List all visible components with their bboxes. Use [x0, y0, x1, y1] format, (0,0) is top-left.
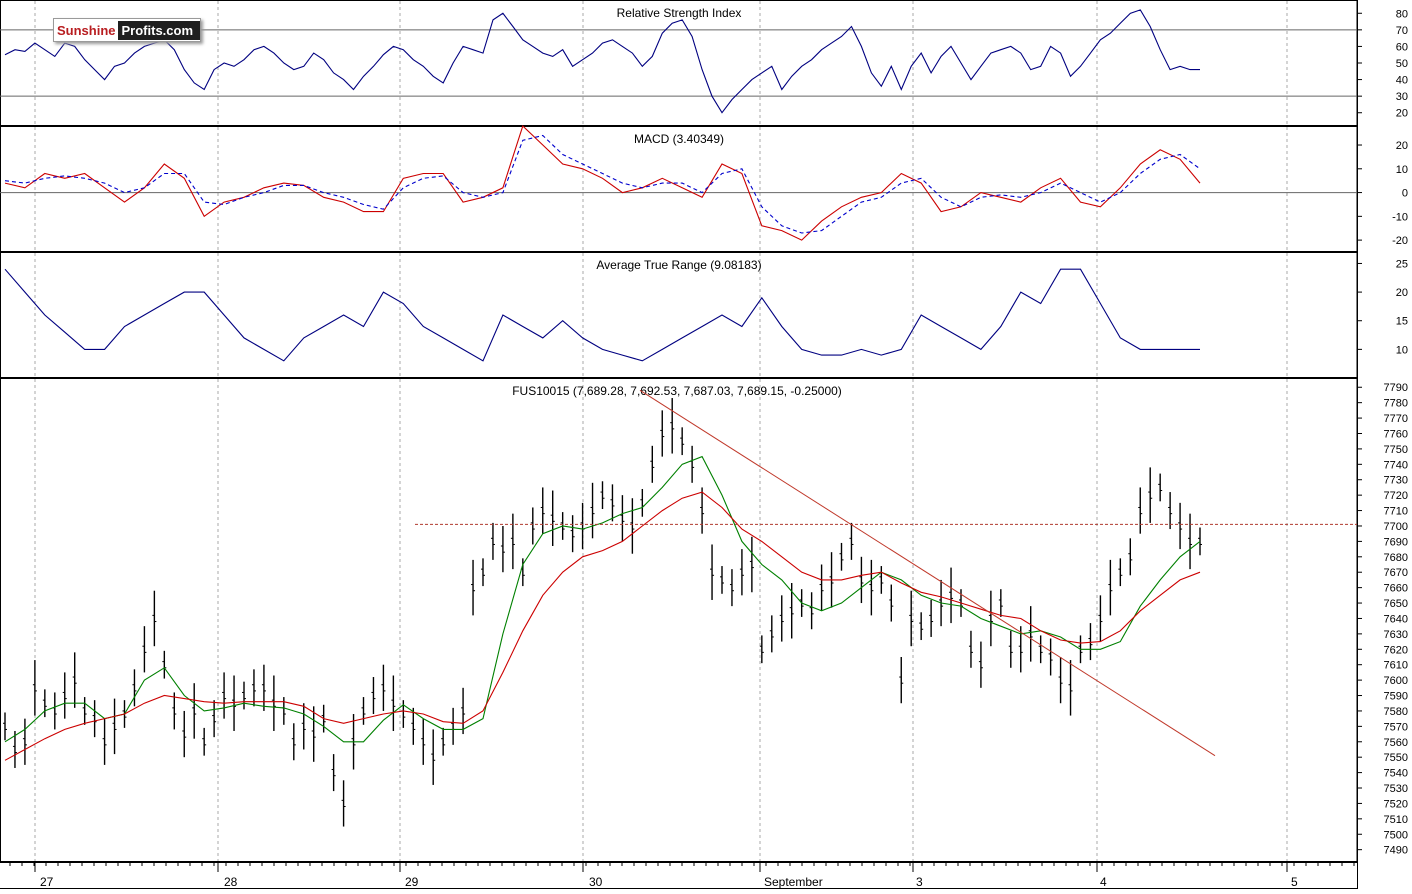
- y-tick-label: 7790: [1384, 382, 1408, 394]
- y-tick-label: 7640: [1384, 613, 1408, 625]
- y-tick-label: 7780: [1384, 398, 1408, 410]
- x-tick-label: 4: [1100, 875, 1107, 889]
- x-tick-label: 3: [916, 875, 923, 889]
- y-tick-label: 15: [1396, 316, 1408, 328]
- y-tick-label: 7510: [1384, 814, 1408, 826]
- series-line-signal: [4, 134, 1201, 234]
- panel-macd: -20 -10 0 10 20 MACD (3.40349): [0, 124, 1408, 252]
- y-tick-label: 7570: [1384, 721, 1408, 733]
- y-tick-label: 7590: [1384, 691, 1408, 703]
- y-tick-label: 0: [1402, 188, 1408, 200]
- y-tick-label: 50: [1396, 58, 1408, 70]
- y-tick-label: 7750: [1384, 444, 1408, 456]
- y-tick-label: 20: [1396, 108, 1408, 120]
- y-tick-label: 7490: [1384, 845, 1408, 857]
- series-line-macd: [4, 124, 1201, 241]
- y-tick-label: 10: [1396, 344, 1408, 356]
- y-tick-label: 7680: [1384, 552, 1408, 564]
- series-line-sma-slow: [4, 491, 1201, 761]
- panel-frame: [0, 378, 1358, 862]
- x-tick-label: September: [764, 875, 823, 889]
- y-tick-label: -20: [1392, 235, 1408, 247]
- sunshine-profits-logo[interactable]: Sunshine Profits.com: [53, 18, 201, 42]
- panel-price: 7490 7500 7510 7520 7530 7540 7550 7560 7570 7580…: [0, 378, 1408, 889]
- series-line-sma-fast: [4, 455, 1201, 743]
- y-tick-label: 20: [1396, 140, 1408, 152]
- y-tick-label: 30: [1396, 91, 1408, 103]
- panel-title: FUS10015 (7,689.28, 7,692.53, 7,687.03, …: [512, 384, 842, 398]
- y-tick-label: 7500: [1384, 829, 1408, 841]
- y-tick-label: 10: [1396, 164, 1408, 176]
- y-tick-label: 7600: [1384, 675, 1408, 687]
- x-tick-label: 30: [589, 875, 603, 889]
- panel-title: MACD (3.40349): [634, 132, 724, 146]
- series-line-rsi: [4, 9, 1200, 114]
- y-tick-label: 7650: [1384, 598, 1408, 610]
- y-tick-label: 7740: [1384, 459, 1408, 471]
- x-tick-label: 27: [40, 875, 54, 889]
- x-tick-label: 28: [224, 875, 238, 889]
- panel-atr: 10 15 20 25 Average True Range (9.08183): [0, 252, 1408, 378]
- y-tick-label: 7530: [1384, 783, 1408, 795]
- y-tick-label: 7720: [1384, 490, 1408, 502]
- y-tick-label: 7700: [1384, 521, 1408, 533]
- y-tick-label: 20: [1396, 287, 1408, 299]
- series-line-atr: [4, 268, 1200, 362]
- panel-title: Relative Strength Index: [617, 6, 742, 20]
- y-tick-label: -10: [1392, 211, 1408, 223]
- x-tick-label: 29: [405, 875, 419, 889]
- y-tick-label: 80: [1396, 8, 1408, 20]
- y-tick-label: 7580: [1384, 706, 1408, 718]
- y-tick-label: 7710: [1384, 506, 1408, 518]
- y-tick-label: 7520: [1384, 798, 1408, 810]
- y-tick-label: 7770: [1384, 413, 1408, 425]
- panel-title: Average True Range (9.08183): [596, 258, 761, 272]
- y-tick-label: 7760: [1384, 428, 1408, 440]
- y-tick-label: 60: [1396, 41, 1408, 53]
- declining-trendline: [639, 389, 1216, 757]
- y-tick-label: 40: [1396, 75, 1408, 87]
- y-tick-label: 25: [1396, 258, 1408, 270]
- y-tick-label: 7550: [1384, 752, 1408, 764]
- y-tick-label: 7630: [1384, 629, 1408, 641]
- y-tick-label: 7660: [1384, 583, 1408, 595]
- y-tick-label: 7690: [1384, 536, 1408, 548]
- logo-text-part2: Profits.com: [117, 20, 200, 40]
- y-tick-label: 7730: [1384, 475, 1408, 487]
- panel-rsi: 20 30 40 50 60 70 80 Relative Strength Index: [0, 0, 1408, 126]
- y-tick-label: 7560: [1384, 737, 1408, 749]
- y-tick-label: 7540: [1384, 768, 1408, 780]
- y-tick-label: 7620: [1384, 644, 1408, 656]
- x-tick-label: 5: [1291, 875, 1298, 889]
- logo-text-part1: Sunshine: [54, 22, 118, 38]
- y-tick-label: 70: [1396, 25, 1408, 37]
- y-tick-label: 7670: [1384, 567, 1408, 579]
- y-tick-label: 7610: [1384, 660, 1408, 672]
